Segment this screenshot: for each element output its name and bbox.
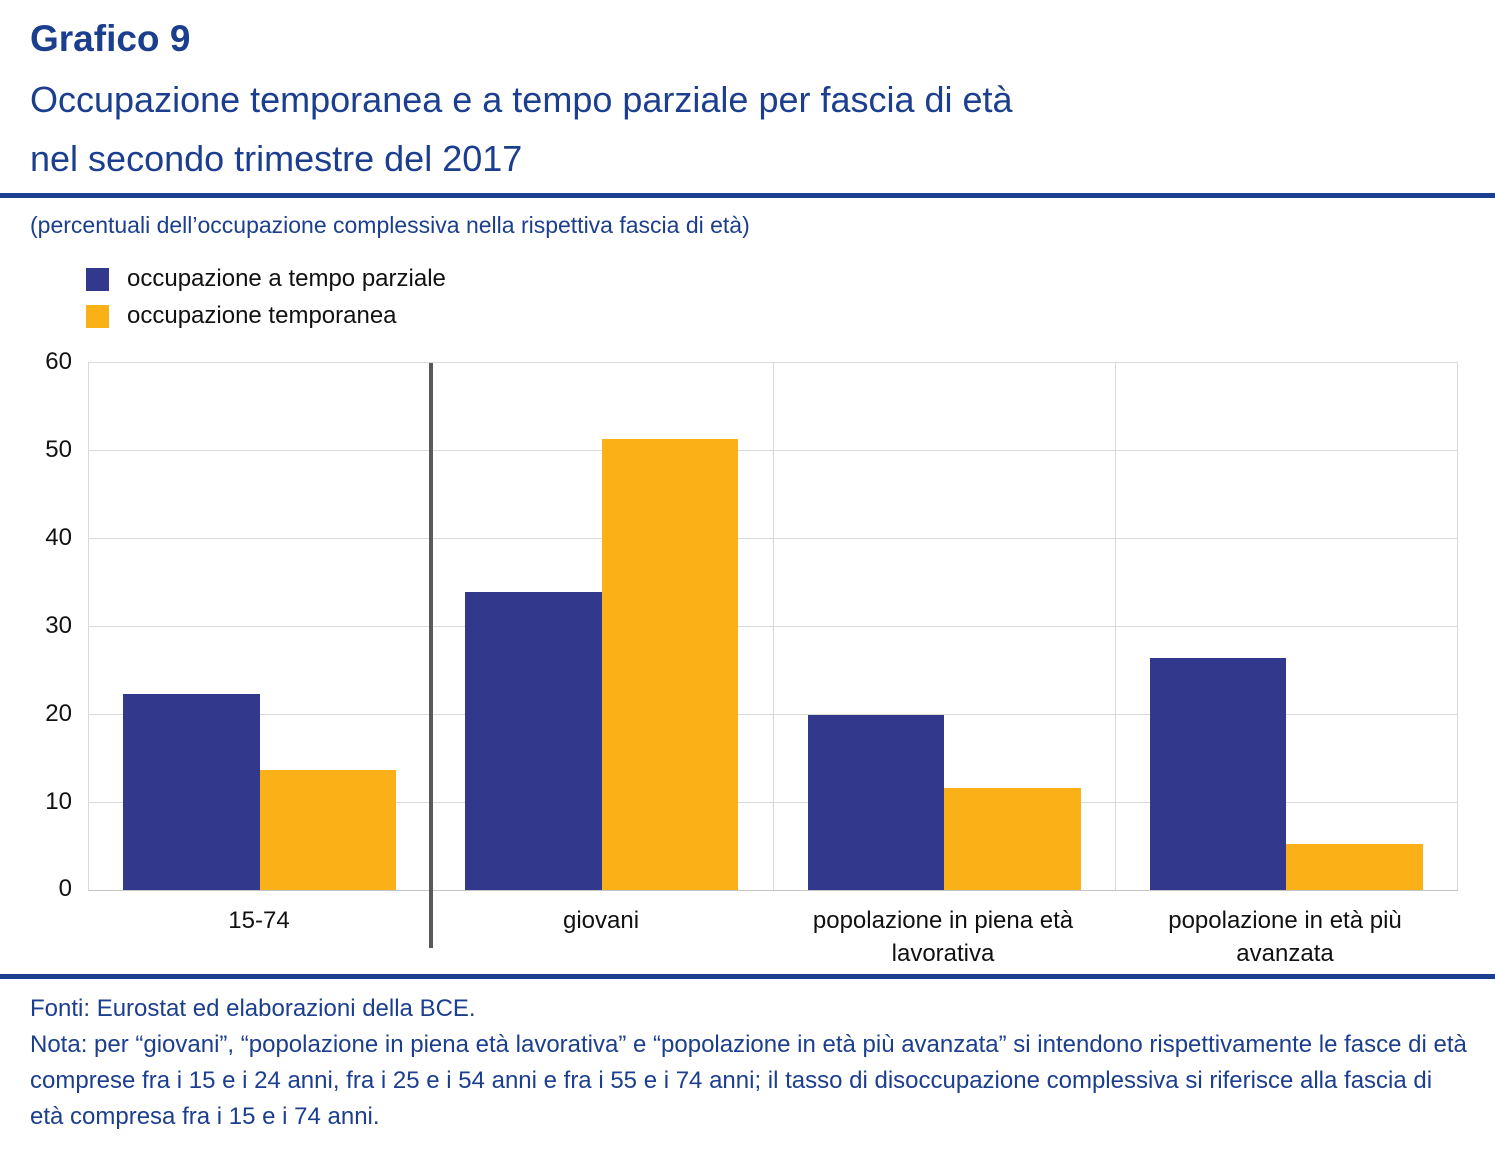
legend-label: occupazione a tempo parziale <box>127 265 446 293</box>
footer-note: Nota: per “giovani”, “popolazione in pie… <box>30 1031 1467 1131</box>
y-tick-label: 20 <box>45 699 72 727</box>
bar-chart: 0 10 20 30 40 50 60 15-74 giovani popolazione in… <box>0 348 1495 974</box>
legend-label: occupazione temporanea <box>127 302 397 330</box>
x-category-label: giovani <box>562 907 640 935</box>
bar <box>465 591 602 891</box>
x-category-label: popolazione in piena età lavorativa <box>812 907 1074 967</box>
title-rule <box>0 193 1495 199</box>
y-tick-label: 40 <box>45 524 72 551</box>
plot-area <box>88 362 1458 949</box>
category-panel <box>1116 363 1457 891</box>
legend-swatch-icon <box>86 267 109 291</box>
legend-row: occupazione a tempo parziale <box>86 265 1495 293</box>
x-category-label: popolazione in età più avanzata <box>1168 907 1402 967</box>
category-panel <box>431 363 774 891</box>
footer: Fonti: Eurostat ed elaborazioni della BC… <box>30 991 1467 1135</box>
x-category-label: 15-74 <box>228 907 290 935</box>
bar <box>944 787 1081 891</box>
category-panel <box>774 363 1116 891</box>
legend-row: occupazione temporanea <box>86 302 1495 330</box>
y-tick-label: 30 <box>45 611 72 639</box>
bar-panels <box>89 363 1457 891</box>
chart-title-line2: nel secondo trimestre del 2017 <box>30 137 523 179</box>
bar <box>1149 658 1287 891</box>
chart-number-title: Grafico 9 <box>30 18 191 59</box>
legend-swatch-icon <box>86 304 109 328</box>
bar <box>123 694 260 891</box>
bar <box>1286 843 1423 891</box>
category-panel <box>89 363 432 891</box>
bar <box>259 770 397 891</box>
x-axis-labels: 15-74 giovani popolazione in piena età lav… <box>88 905 1456 970</box>
y-tick-label: 10 <box>45 787 72 815</box>
y-tick-label: 60 <box>45 348 72 376</box>
footer-rule <box>0 974 1495 980</box>
bar <box>601 438 739 891</box>
units-note: (percentuali dell’occupazione complessiv… <box>30 212 750 239</box>
y-tick-label: 50 <box>45 436 72 464</box>
footer-source: Fonti: Eurostat ed elaborazioni della BC… <box>30 995 476 1023</box>
y-tick-label: 0 <box>58 875 72 903</box>
y-axis: 0 10 20 30 40 50 60 <box>0 348 72 902</box>
legend: occupazione a tempo parziale occupazione … <box>86 265 1495 330</box>
separator-line <box>429 363 433 949</box>
bar <box>807 714 945 891</box>
chart-title-line1: Occupazione temporanea e a tempo parzial… <box>30 78 1013 120</box>
